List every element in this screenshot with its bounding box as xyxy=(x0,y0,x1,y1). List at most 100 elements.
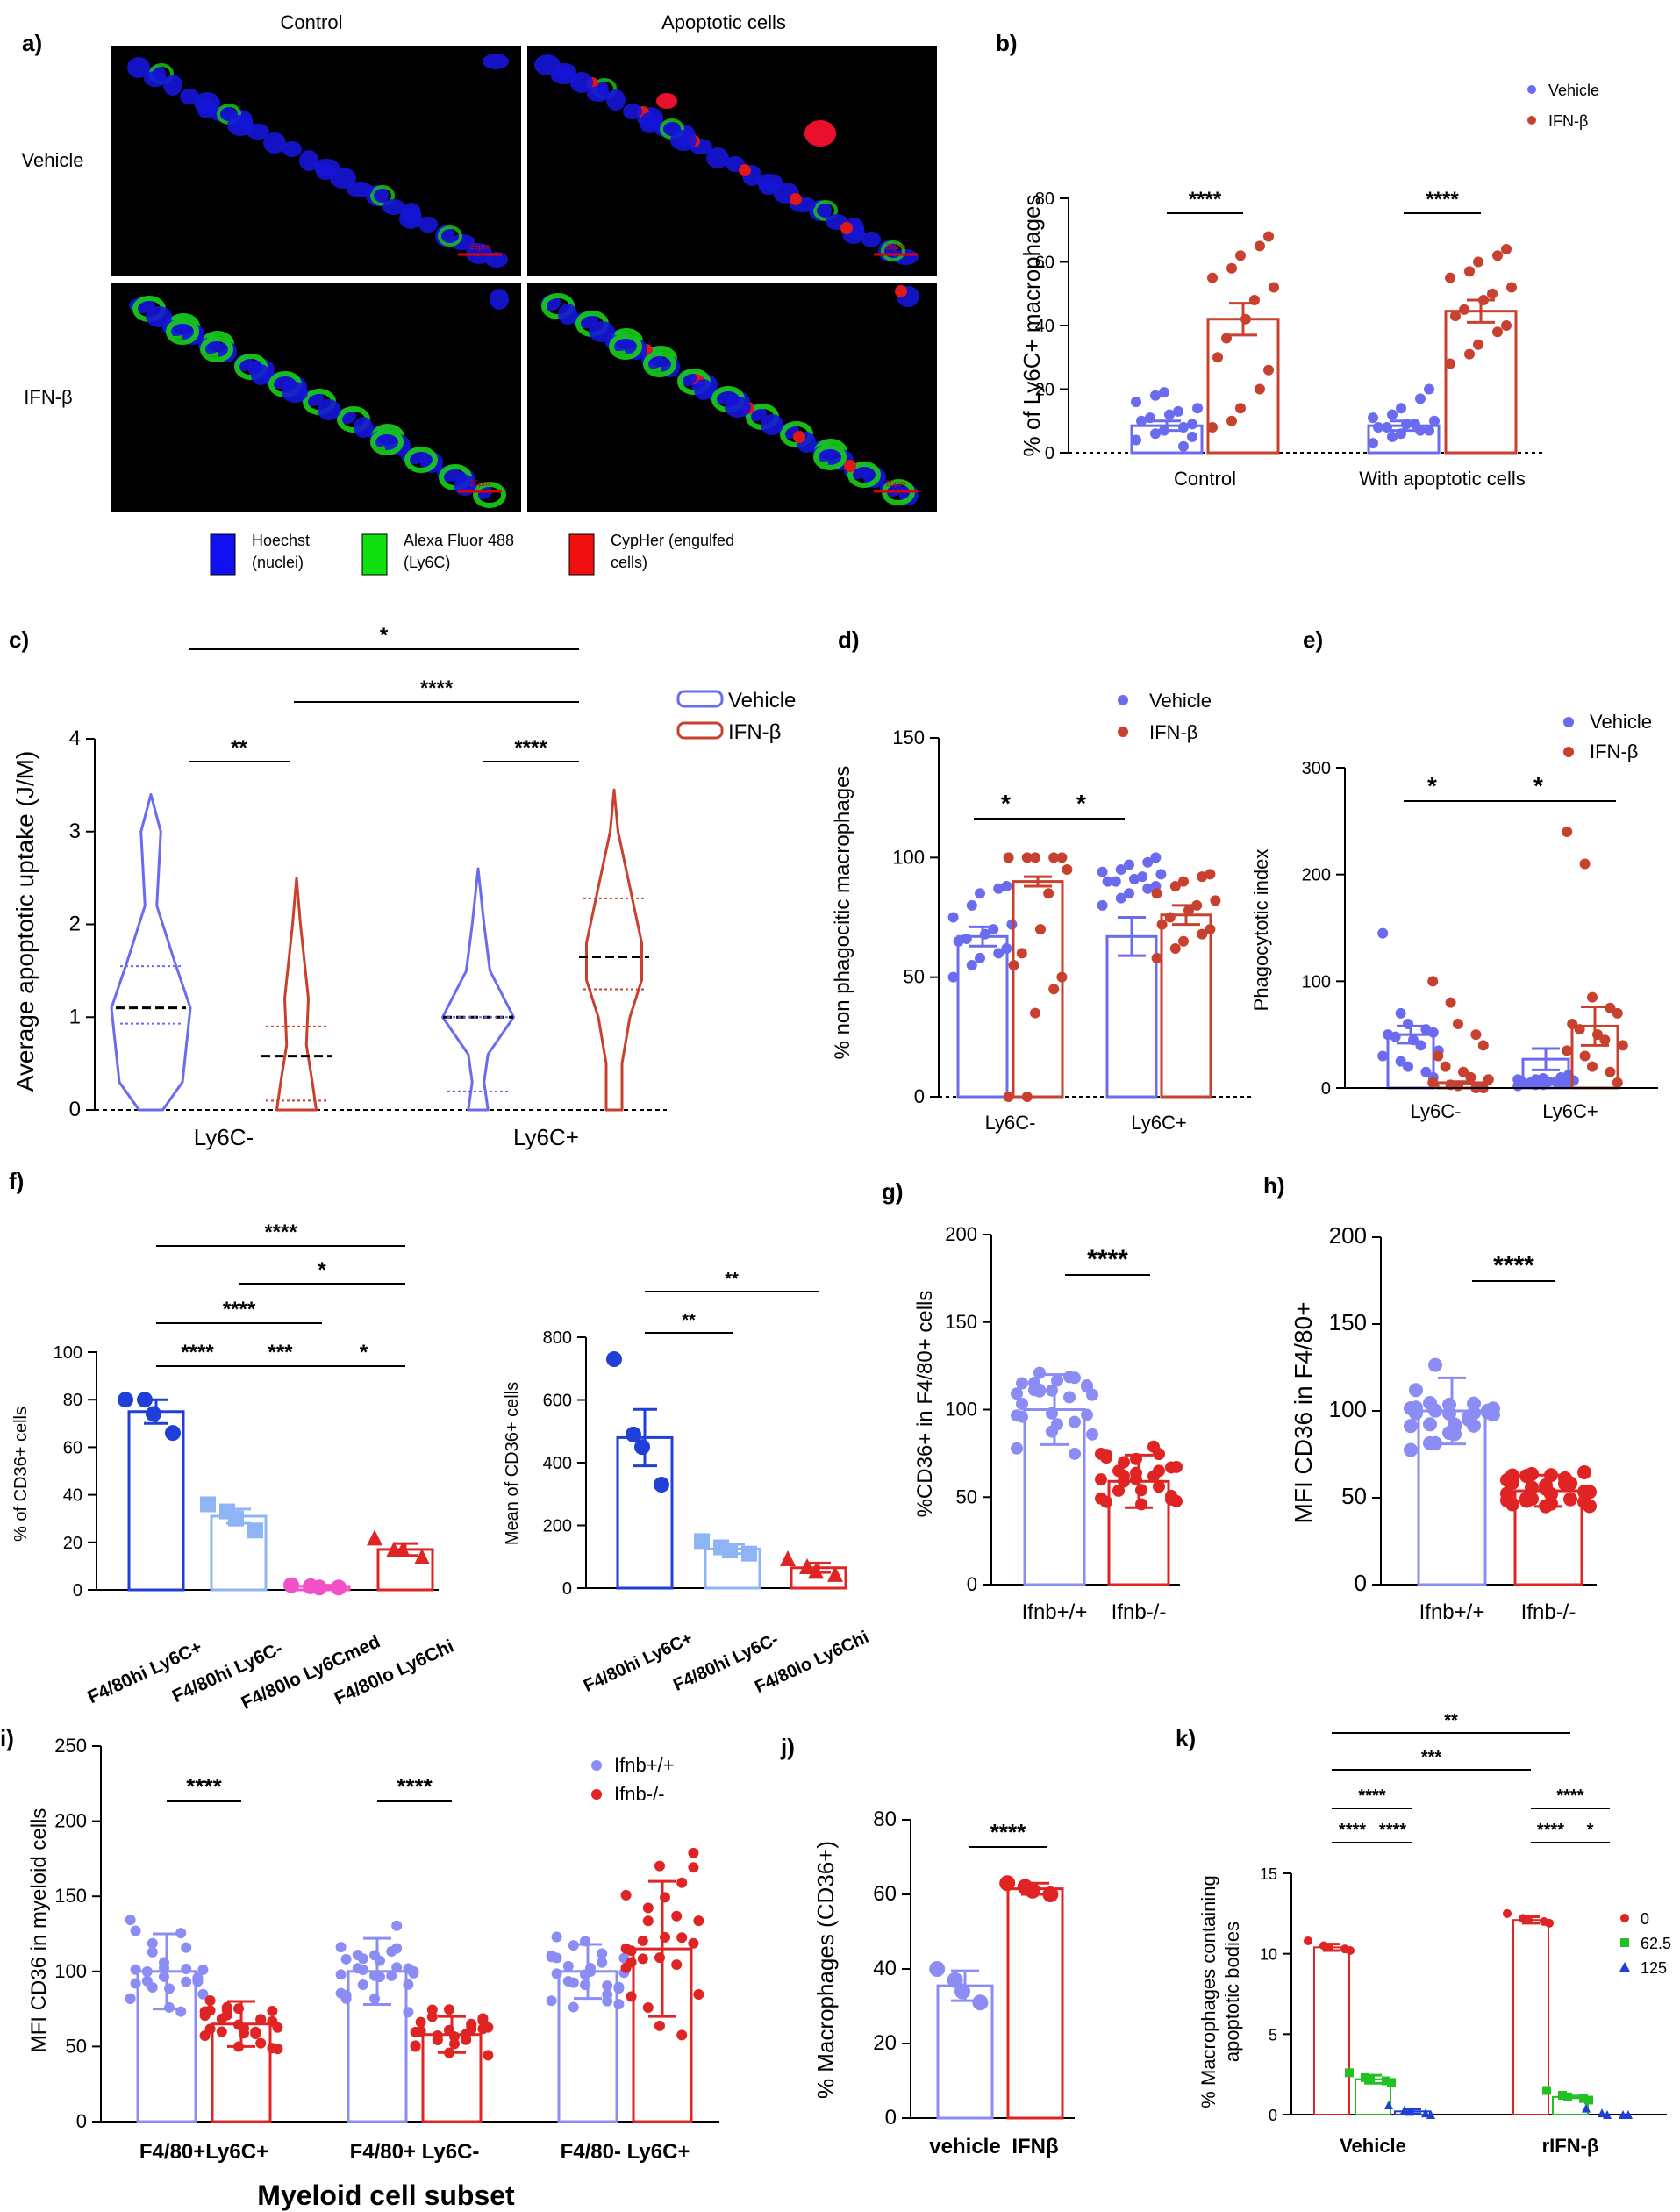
data-point xyxy=(602,1995,613,2007)
data-point xyxy=(1404,1419,1418,1434)
y-axis-label: apoptotic bodies xyxy=(1221,1922,1243,2062)
data-point xyxy=(975,952,985,963)
data-point xyxy=(1562,827,1573,837)
sig-d2: * xyxy=(1076,790,1086,817)
data-point xyxy=(1512,1074,1524,1085)
data-point xyxy=(1156,919,1168,930)
data-point xyxy=(130,1925,141,1936)
data-point xyxy=(1467,1418,1481,1433)
cypher-signal xyxy=(790,193,802,205)
data-point xyxy=(966,960,977,971)
y-tick-label: 0 xyxy=(562,1579,572,1599)
data-point xyxy=(637,1953,648,1965)
x-tick-label: Ly6C- xyxy=(1411,1100,1462,1122)
data-point xyxy=(1011,1387,1023,1400)
data-point xyxy=(1563,1476,1577,1491)
nucleus-spot xyxy=(263,132,286,154)
data-point xyxy=(642,2001,654,2013)
ly6c-signal xyxy=(609,333,642,360)
violin-Vehicle xyxy=(441,867,515,1112)
data-point xyxy=(799,1557,815,1574)
data-point xyxy=(1165,1493,1177,1506)
data-point xyxy=(1403,1061,1413,1072)
x-tick-label: rIFN-β xyxy=(1542,2135,1599,2157)
nucleus-spot xyxy=(399,208,422,229)
y-tick-label: 0 xyxy=(1045,444,1054,463)
y-tick-label: 200 xyxy=(543,1517,572,1536)
x-tick-label: Control xyxy=(1174,468,1236,490)
data-point xyxy=(1396,403,1406,414)
data-point xyxy=(929,1961,946,1977)
data-point xyxy=(1043,888,1054,899)
data-point xyxy=(1263,364,1274,376)
data-point xyxy=(688,1862,699,1873)
ly6c-signal xyxy=(881,240,905,261)
cypher-signal xyxy=(844,460,856,472)
data-point xyxy=(1539,1481,1553,1496)
x-tick-label: Ly6C+ xyxy=(513,1124,579,1150)
data-point xyxy=(1500,1486,1514,1501)
data-point xyxy=(357,1964,368,1975)
data-point xyxy=(546,1995,557,2007)
data-point xyxy=(1395,1007,1406,1019)
ly6c-signal xyxy=(404,447,438,473)
legend-sub: cells) xyxy=(611,554,647,571)
data-point xyxy=(391,1962,403,1973)
y-tick-label: 200 xyxy=(54,1810,87,1832)
data-point xyxy=(1235,403,1246,414)
y-tick-label: 20 xyxy=(873,2031,897,2055)
data-point xyxy=(1424,425,1434,436)
data-point xyxy=(1373,422,1383,433)
data-point xyxy=(1025,1882,1040,1899)
data-point xyxy=(961,934,972,945)
sig-f2-2: ** xyxy=(682,1311,696,1330)
data-point xyxy=(1445,272,1455,283)
data-point xyxy=(1011,1442,1023,1455)
data-point xyxy=(1033,1366,1046,1379)
data-point xyxy=(1046,1407,1058,1420)
data-point xyxy=(1345,2068,1354,2078)
data-point xyxy=(1467,1396,1481,1411)
data-point xyxy=(255,2037,267,2049)
data-point xyxy=(1051,1374,1063,1387)
data-point xyxy=(634,1439,650,1456)
y-tick-label: 0 xyxy=(73,1581,82,1600)
data-point xyxy=(637,1935,648,1946)
sig-f1: **** xyxy=(264,1221,297,1244)
data-point xyxy=(1617,1040,1628,1051)
y-tick-label: 10 xyxy=(1260,1946,1277,1964)
data-point xyxy=(676,1932,688,1944)
data-point xyxy=(1598,2108,1606,2118)
y-tick-label: 300 xyxy=(1302,759,1331,778)
data-point xyxy=(597,1948,608,1959)
y-tick-label: 50 xyxy=(956,1485,977,1507)
legend-label: 62.5 xyxy=(1641,1935,1671,1952)
nucleus-spot xyxy=(706,147,729,168)
data-point xyxy=(1062,863,1073,875)
legend-label: Hoechst xyxy=(252,532,310,549)
sig-k5: **** xyxy=(1379,1821,1406,1840)
data-point xyxy=(197,1965,209,1976)
data-point xyxy=(357,1979,368,1991)
data-point xyxy=(568,2001,579,2013)
nucleus-spot xyxy=(490,289,509,310)
data-point xyxy=(1424,383,1434,395)
cypher-signal xyxy=(739,164,751,176)
data-point xyxy=(1001,942,1012,954)
data-point xyxy=(432,2030,443,2042)
x-tick-label: Vehicle xyxy=(1340,2135,1406,2157)
data-point xyxy=(1035,924,1046,935)
data-point xyxy=(1423,1417,1437,1432)
data-point xyxy=(1269,282,1279,293)
data-point xyxy=(1415,1040,1426,1051)
data-point xyxy=(827,1565,843,1582)
col-header-control: Control xyxy=(281,11,343,33)
y-axis-label: MFI CD36 in F4/80+ xyxy=(1290,1302,1317,1524)
y-tick-label: 40 xyxy=(873,1957,897,1980)
ly6c-signal xyxy=(847,462,881,488)
data-point xyxy=(1235,250,1246,261)
data-point xyxy=(1153,1480,1165,1493)
data-point xyxy=(1519,1491,1533,1506)
y-tick-label: 200 xyxy=(945,1223,977,1245)
data-point xyxy=(1346,1946,1355,1955)
